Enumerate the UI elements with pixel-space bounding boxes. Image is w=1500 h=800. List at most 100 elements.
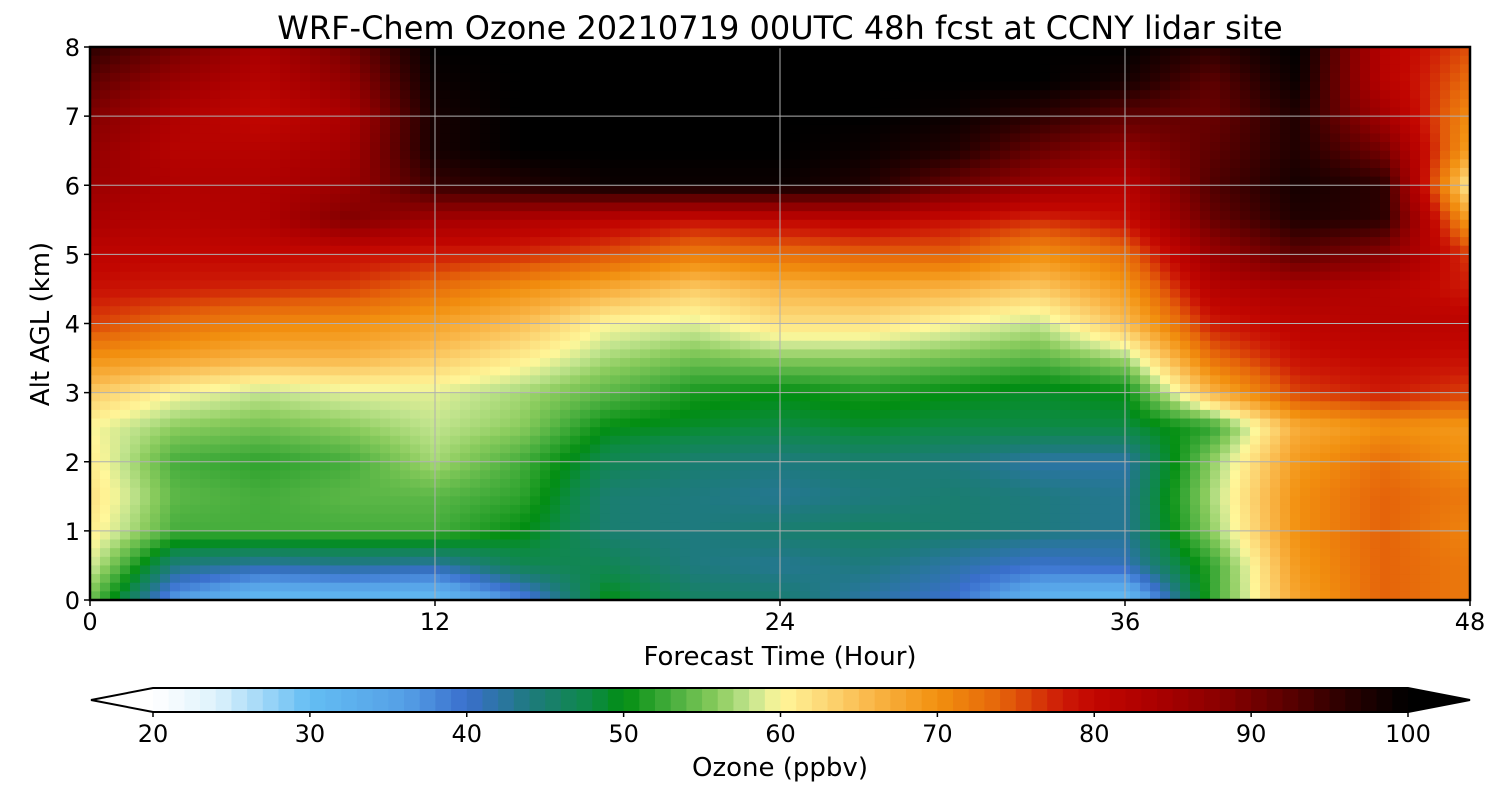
heatmap-cell bbox=[630, 288, 641, 299]
heatmap-cell bbox=[1300, 133, 1311, 143]
heatmap-cell bbox=[710, 288, 721, 299]
heatmap-cell bbox=[1450, 98, 1461, 109]
heatmap-cell bbox=[520, 185, 531, 195]
heatmap-cell bbox=[1290, 133, 1301, 143]
heatmap-cell bbox=[1330, 159, 1341, 169]
heatmap-cell bbox=[550, 124, 561, 135]
heatmap-cell bbox=[830, 349, 841, 359]
heatmap-cell bbox=[1400, 271, 1411, 281]
heatmap-cell bbox=[1230, 228, 1241, 238]
heatmap-cell bbox=[1300, 150, 1311, 160]
heatmap-cell bbox=[850, 237, 861, 247]
heatmap-cell bbox=[260, 358, 271, 368]
heatmap-cell bbox=[720, 202, 731, 212]
heatmap-cell bbox=[480, 150, 491, 160]
heatmap-cell bbox=[650, 185, 661, 195]
heatmap-cell bbox=[1010, 349, 1021, 359]
heatmap-cell bbox=[250, 340, 261, 351]
heatmap-cell bbox=[1300, 81, 1311, 91]
heatmap-cell bbox=[1130, 55, 1141, 65]
heatmap-cell bbox=[660, 107, 671, 117]
heatmap-cell bbox=[1270, 72, 1281, 83]
heatmap-cell bbox=[1160, 228, 1171, 238]
heatmap-cell bbox=[1290, 219, 1301, 230]
heatmap-cell bbox=[510, 245, 521, 255]
heatmap-cell bbox=[300, 176, 311, 186]
heatmap-cell bbox=[1390, 107, 1401, 117]
heatmap-cell bbox=[640, 340, 651, 351]
heatmap-cell bbox=[280, 288, 291, 299]
heatmap-cell bbox=[810, 306, 821, 316]
heatmap-cell bbox=[190, 280, 201, 290]
heatmap-cell bbox=[1420, 306, 1431, 316]
heatmap-cell bbox=[590, 124, 601, 135]
heatmap-cell bbox=[550, 228, 561, 238]
heatmap-cell bbox=[1290, 150, 1301, 160]
heatmap-cell bbox=[570, 98, 581, 109]
heatmap-cell bbox=[1150, 133, 1161, 143]
heatmap-cell bbox=[1320, 116, 1331, 126]
heatmap-cell bbox=[1440, 133, 1451, 143]
heatmap-cell bbox=[90, 237, 101, 247]
heatmap-cell bbox=[470, 124, 481, 135]
heatmap-cell bbox=[140, 98, 151, 109]
heatmap-cell bbox=[610, 219, 621, 230]
heatmap-cell bbox=[380, 98, 391, 109]
heatmap-cell bbox=[1460, 159, 1470, 169]
heatmap-cell bbox=[710, 167, 721, 178]
heatmap-cell bbox=[1130, 349, 1141, 359]
heatmap-cell bbox=[450, 288, 461, 299]
heatmap-cell bbox=[1110, 280, 1121, 290]
heatmap-cell bbox=[500, 47, 511, 57]
heatmap-cell bbox=[1420, 349, 1431, 359]
heatmap-cell bbox=[330, 159, 341, 169]
heatmap-cell bbox=[390, 159, 401, 169]
heatmap-cell bbox=[940, 340, 951, 351]
heatmap-cell bbox=[710, 47, 721, 57]
heatmap-cell bbox=[230, 358, 241, 368]
heatmap-cell bbox=[1230, 254, 1241, 264]
heatmap-cell bbox=[270, 271, 281, 281]
heatmap-cell bbox=[650, 306, 661, 316]
heatmap-cell bbox=[110, 314, 121, 325]
heatmap-cell bbox=[370, 90, 381, 100]
heatmap-cell bbox=[1450, 219, 1461, 230]
heatmap-cell bbox=[900, 288, 911, 299]
heatmap-cell bbox=[650, 228, 661, 238]
heatmap-cell bbox=[190, 150, 201, 160]
heatmap-cell bbox=[1260, 228, 1271, 238]
heatmap-cell bbox=[1290, 202, 1301, 212]
heatmap-cell bbox=[730, 297, 741, 307]
heatmap-cell bbox=[440, 98, 451, 109]
heatmap-cell bbox=[1300, 288, 1311, 299]
heatmap-cell bbox=[1210, 159, 1221, 169]
heatmap-cell bbox=[700, 142, 711, 152]
heatmap-cell bbox=[240, 297, 251, 307]
heatmap-cell bbox=[1200, 202, 1211, 212]
heatmap-cell bbox=[890, 142, 901, 152]
heatmap-cell bbox=[140, 245, 151, 255]
heatmap-cell bbox=[1290, 254, 1301, 264]
heatmap-cell bbox=[480, 245, 491, 255]
heatmap-cell bbox=[190, 228, 201, 238]
heatmap-cell bbox=[890, 193, 901, 204]
heatmap-cell bbox=[1010, 72, 1021, 83]
heatmap-cell bbox=[1440, 340, 1451, 351]
heatmap-cell bbox=[1040, 314, 1051, 325]
heatmap-cell bbox=[1230, 349, 1241, 359]
heatmap-cell bbox=[500, 219, 511, 230]
heatmap-cell bbox=[90, 219, 101, 230]
heatmap-cell bbox=[240, 98, 251, 109]
heatmap-cell bbox=[240, 245, 251, 255]
heatmap-cell bbox=[860, 133, 871, 143]
heatmap-cell bbox=[120, 297, 131, 307]
heatmap-cell bbox=[910, 55, 921, 65]
heatmap-cell bbox=[340, 150, 351, 160]
heatmap-cell bbox=[1140, 228, 1151, 238]
heatmap-cell bbox=[230, 271, 241, 281]
heatmap-cell bbox=[890, 55, 901, 65]
heatmap-cell bbox=[240, 237, 251, 247]
heatmap-cell bbox=[1150, 254, 1161, 264]
heatmap-cell bbox=[480, 271, 491, 281]
heatmap-cell bbox=[1110, 306, 1121, 316]
